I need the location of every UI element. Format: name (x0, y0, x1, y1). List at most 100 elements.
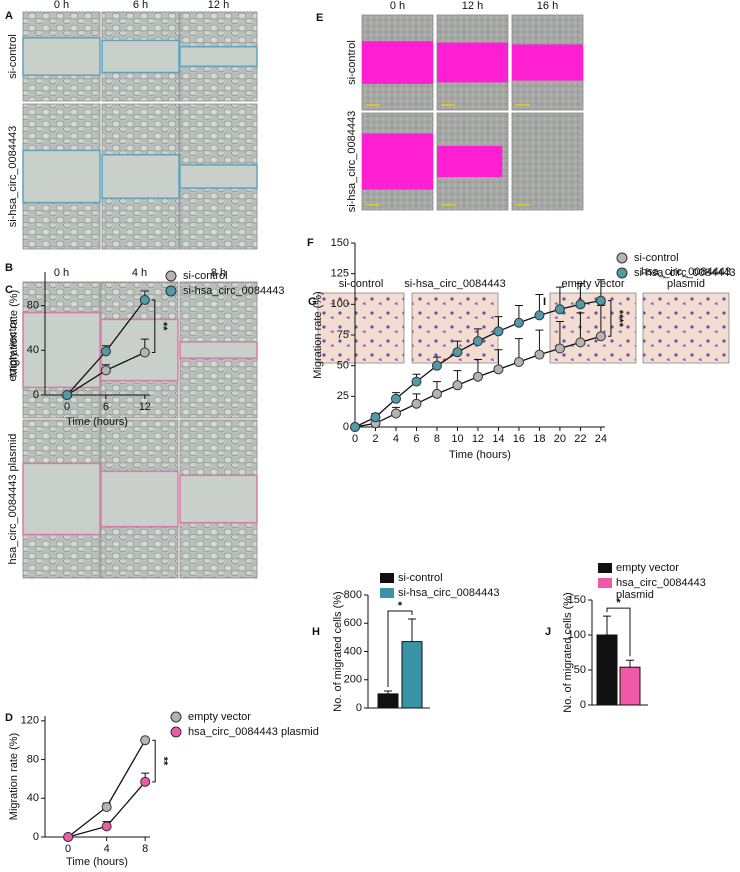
column-label: 0 h (54, 267, 69, 279)
data-point (575, 299, 586, 310)
wound-area (22, 37, 101, 76)
x-tick-label: 0 (64, 401, 70, 413)
y-tick-label: 25 (337, 390, 349, 402)
y-tick-label: 0 (580, 699, 586, 711)
error-bar (603, 615, 611, 635)
column-label: si-hsa_circ_0084443 (404, 278, 506, 290)
x-tick-label: 6 (103, 401, 109, 413)
y-axis-label: Migration rate (%) (8, 290, 20, 377)
legend-marker (165, 270, 177, 282)
x-tick-label: 8 (142, 843, 148, 855)
y-tick-label: 400 (344, 645, 362, 657)
error-bar (384, 690, 392, 694)
data-point (595, 331, 606, 342)
legend-marker (170, 726, 182, 738)
y-tick-label: 75 (337, 329, 349, 341)
wound-area (100, 470, 179, 528)
wound-mask (362, 133, 433, 190)
legend-label: si-control (398, 572, 443, 584)
legend-label: empty vector (616, 562, 679, 574)
legend-label: hsa_circ_0084443 plasmid (188, 726, 319, 738)
wound-area (179, 474, 258, 524)
legend-label-box: hsa_circ_0084443 plasmid (188, 726, 319, 738)
data-point (100, 346, 111, 357)
column-label: 6 h (133, 0, 148, 11)
y-axis-label: Migration rate (%) (312, 291, 324, 378)
column-label: hsa_circ_0084443 plasmid (641, 266, 731, 290)
legend-label-box: si-hsa_circ_0084443 (183, 285, 285, 297)
legend-label-box: empty vector (188, 711, 251, 723)
wound-mask (437, 42, 508, 83)
micrograph (511, 112, 584, 211)
legend-label-box: si-hsa_circ_0084443 (634, 267, 736, 279)
column-label: 0 h (54, 0, 69, 11)
legend-label: si-hsa_circ_0084443 (398, 587, 500, 599)
x-axis-label: Time (hours) (66, 416, 128, 428)
data-point (534, 310, 545, 321)
significance-bracket (607, 300, 612, 337)
row-label: si-control (7, 34, 19, 79)
panel-letter: J (545, 626, 551, 638)
legend-marker (380, 573, 394, 583)
y-tick-label: 50 (574, 664, 586, 676)
data-point (493, 364, 504, 375)
data-point (390, 408, 401, 419)
y-axis-label: No. of migrated cells (%) (332, 591, 344, 711)
y-tick-label: 0 (343, 421, 349, 433)
column-label: 12 h (208, 0, 229, 11)
data-point (101, 821, 112, 832)
y-tick-label: 80 (27, 299, 39, 311)
bar (619, 666, 641, 706)
row-label: hsa_circ_0084443 plasmid (7, 434, 19, 565)
data-point (554, 343, 565, 354)
data-point (390, 393, 401, 404)
y-tick-label: 125 (331, 268, 349, 280)
significance-bracket (606, 607, 631, 657)
y-tick-label: 150 (331, 237, 349, 249)
x-tick-label: 6 (413, 433, 419, 445)
x-tick-label: 12 (139, 401, 151, 413)
data-point (452, 380, 463, 391)
x-axis-label: Time (hours) (66, 856, 128, 868)
x-tick-label: 20 (554, 433, 566, 445)
data-point (595, 295, 606, 306)
bar (596, 634, 618, 706)
x-tick-label: 22 (574, 433, 586, 445)
data-point (139, 347, 150, 358)
legend-label: si-hsa_circ_0084443 (634, 267, 736, 279)
bar (377, 693, 399, 709)
significance-label: * (398, 600, 403, 612)
error-bar (408, 618, 416, 642)
x-tick-label: 24 (595, 433, 607, 445)
data-point (101, 801, 112, 812)
legend-label: si-hsa_circ_0084443 (183, 285, 285, 297)
legend-label-box: empty vector (616, 562, 679, 574)
y-tick-label: 600 (344, 617, 362, 629)
column-label: 8 h (211, 267, 226, 279)
micrograph (317, 292, 405, 364)
significance-bracket (152, 739, 156, 783)
wound-area (179, 164, 258, 189)
micrograph (549, 292, 637, 364)
column-label: si-control (339, 278, 384, 290)
column-label-box: hsa_circ_0084443 plasmid (641, 266, 731, 290)
data-point (493, 326, 504, 337)
panel-letter: I (543, 296, 546, 308)
panel-letter: F (307, 237, 314, 249)
panel-letter: C (5, 284, 13, 296)
x-tick-label: 0 (65, 843, 71, 855)
legend-label: hsa_circ_0084443 plasmid (616, 577, 706, 601)
data-point (513, 356, 524, 367)
legend-marker (616, 252, 628, 264)
y-tick-label: 100 (568, 629, 586, 641)
row-label: empty vector (7, 318, 19, 381)
legend-label-box: si-hsa_circ_0084443 (398, 587, 500, 599)
legend-label-box: si-control (183, 270, 228, 282)
data-point (140, 776, 151, 787)
row-label: si-hsa_circ_0084443 (346, 111, 358, 213)
data-point (534, 349, 545, 360)
column-label: empty vector (561, 278, 625, 290)
x-tick-label: 4 (104, 843, 110, 855)
x-tick-label: 16 (513, 433, 525, 445)
